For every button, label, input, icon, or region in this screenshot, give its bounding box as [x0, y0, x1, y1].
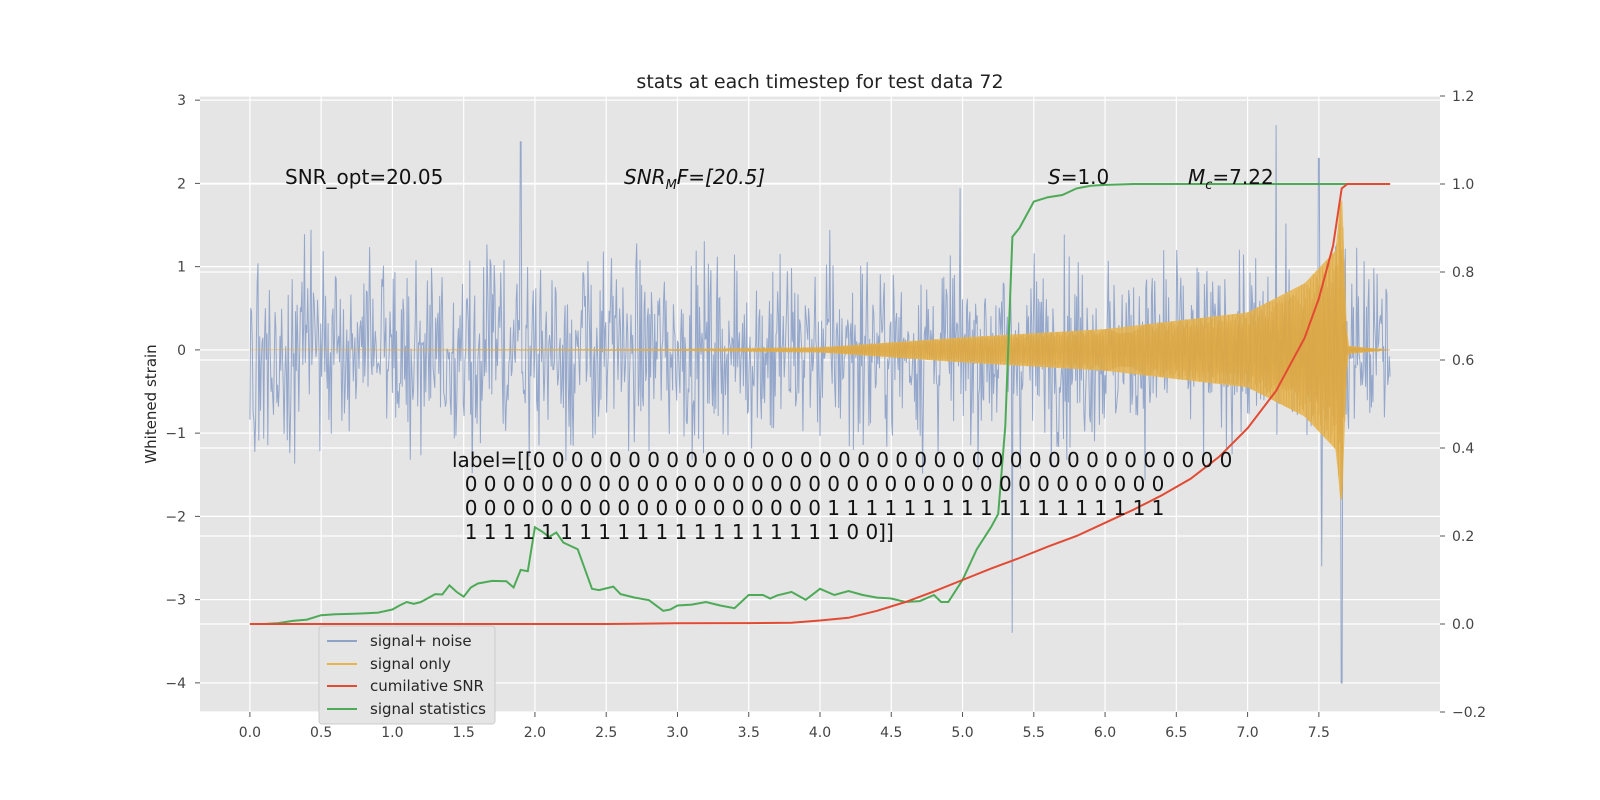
- x-tick-label: 6.5: [1165, 725, 1187, 741]
- cumulative-snr-line: [249, 183, 1391, 625]
- y-tick-label-left: −2: [165, 509, 186, 525]
- snr-mf-label: SNR: [624, 165, 666, 189]
- y-tick-label-left: 0: [177, 343, 186, 359]
- annotation-s: S=1.0: [1048, 165, 1109, 189]
- y-tick-label-right: −0.2: [1452, 705, 1486, 721]
- y-tick-label-right: 0.2: [1452, 529, 1474, 545]
- legend-label-noise: signal+ noise: [370, 632, 472, 650]
- legend: signal+ noise signal only cumilative SNR…: [318, 625, 496, 725]
- y-tick-label-right: 0.4: [1452, 441, 1474, 457]
- signal-statistics-line: [249, 183, 1391, 625]
- x-tick-label: 3.0: [666, 725, 688, 741]
- x-tick-label: 5.5: [1023, 725, 1045, 741]
- y-tick-label-left: −4: [165, 676, 186, 692]
- chart-title: stats at each timestep for test data 72: [636, 71, 1003, 93]
- x-tick-label: 3.5: [738, 725, 760, 741]
- annotation-snr-opt: SNR_opt=20.05: [285, 165, 443, 189]
- y-tick-label-right: 0.6: [1452, 353, 1474, 369]
- x-tick-label: 5.0: [951, 725, 973, 741]
- x-tick-label: 4.5: [880, 725, 902, 741]
- mc-label: M: [1188, 165, 1205, 189]
- mc-rest: =7.22: [1212, 165, 1273, 189]
- y-tick-label-right: 1.2: [1452, 89, 1474, 105]
- x-tick-label: 1.0: [381, 725, 403, 741]
- x-tick-label: 2.0: [524, 725, 546, 741]
- y-tick-label-left: −3: [165, 593, 186, 609]
- y-tick-label-right: 0.0: [1452, 617, 1474, 633]
- x-tick-label: 6.0: [1094, 725, 1116, 741]
- s-label: S: [1048, 165, 1061, 189]
- x-tick-label: 7.5: [1308, 725, 1330, 741]
- y-tick-label-left: −1: [165, 426, 186, 442]
- mc-sub: c: [1205, 178, 1212, 193]
- s-rest: =1.0: [1061, 165, 1110, 189]
- legend-label-snr: cumilative SNR: [370, 677, 484, 695]
- snr-mf-sub: M: [666, 178, 677, 193]
- annotation-mc: Mc=7.22: [1188, 165, 1274, 193]
- y-tick-label-left: 3: [177, 93, 186, 109]
- signal-only-series: [249, 199, 1391, 501]
- y-tick-label-right: 1.0: [1452, 177, 1474, 193]
- label-line-3: 0 0 0 0 0 0 0 0 0 0 0 0 0 0 0 0 0 0 0 1 …: [452, 496, 1164, 520]
- legend-box: [318, 625, 496, 725]
- x-tick-label: 1.5: [453, 725, 475, 741]
- right-axis-series: [249, 183, 1391, 625]
- axis-ticks: 0.0 0.5 1.0 1.5 2.0 2.5 3.0 3.5 4.0 4.5 5.0 5.5 6.0 6…: [165, 89, 1486, 741]
- y-tick-label-left: 1: [177, 260, 186, 276]
- x-tick-label: 2.5: [595, 725, 617, 741]
- snr-mf-rest: F=[20.5]: [677, 165, 765, 189]
- x-tick-label: 0.5: [310, 725, 332, 741]
- legend-label-signal: signal only: [370, 655, 451, 673]
- label-line-1: label=[[0 0 0 0 0 0 0 0 0 0 0 0 0 0 0 0 …: [452, 448, 1232, 472]
- y-tick-label-right: 0.8: [1452, 265, 1474, 281]
- signal-trace: [249, 203, 1391, 500]
- label-line-2: 0 0 0 0 0 0 0 0 0 0 0 0 0 0 0 0 0 0 0 0 …: [452, 472, 1164, 496]
- x-tick-label: 4.0: [809, 725, 831, 741]
- annotation-label-array: label=[[0 0 0 0 0 0 0 0 0 0 0 0 0 0 0 0 …: [452, 448, 1232, 544]
- annotation-snr-mf: SNRMF=[20.5]: [624, 165, 765, 193]
- legend-label-stats: signal statistics: [370, 700, 486, 718]
- x-tick-label: 7.0: [1236, 725, 1258, 741]
- y-tick-label-left: 2: [177, 176, 186, 192]
- x-tick-label: 0.0: [239, 725, 261, 741]
- label-line-4: 1 1 1 1 1 1 1 1 1 1 1 1 1 1 1 1 1 1 1 1 …: [452, 520, 894, 544]
- y-axis-label-left: Whitened strain: [142, 344, 160, 463]
